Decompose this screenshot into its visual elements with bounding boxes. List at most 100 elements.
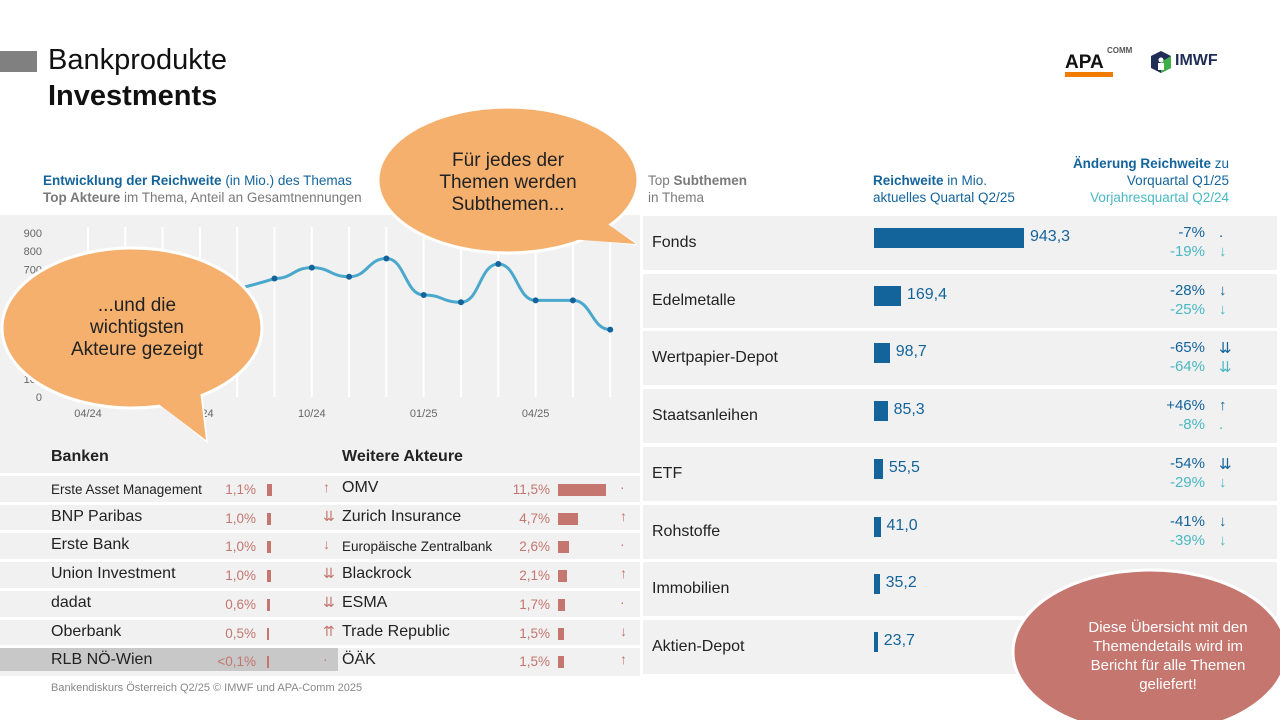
actor-share: 0,5% [225,625,256,641]
apa-comm-logo: APA COMM [1064,46,1136,78]
actor-share-bar [558,541,569,554]
actor-share-bar [267,541,272,554]
subthemes-header: Top Subthemen in Thema [648,173,748,205]
actor-row[interactable]: ÖÄK 1,5% ↑ [338,645,640,672]
trend-arrow-icon: ↑ [323,479,330,495]
actor-row[interactable]: Erste Bank 1,0% ↓ [0,530,338,557]
subtheme-row[interactable]: Wertpapier-Depot 98,7 -65% ⇊ -64% ⇊ [643,331,1277,386]
change-quarter: -65% [1169,339,1205,357]
imwf-cube-icon [1151,51,1171,73]
actor-row[interactable]: OMV 11,5% · [338,473,640,499]
data-point [607,326,614,333]
reach-value: 98,7 [895,343,927,361]
trend-arrow-icon: · [323,651,328,668]
bubble-report-text: Diese Übersicht mit den Themendetails wi… [1088,619,1248,693]
change-quarter-arrow-icon: ↓ [1219,281,1227,299]
actor-name: RLB NÖ-Wien [51,651,153,669]
change-year-arrow-icon: ↓ [1219,243,1227,260]
actor-name: Erste Asset Management [51,482,202,497]
change-header: Änderung Reichweite zu Vorquartal Q1/25 … [1072,156,1229,205]
actor-row[interactable]: Erste Asset Management 1,1% ↑ [0,473,338,499]
change-year: -19% [1169,243,1205,260]
change-year-arrow-icon: ↓ [1219,473,1227,491]
actor-row[interactable]: Europäische Zentralbank 2,6% · [338,530,640,557]
actor-name: Erste Bank [51,536,130,554]
actor-row[interactable]: dadat 0,6% ⇊ [0,587,338,614]
subtheme-name: ETF [652,464,683,482]
subtheme-name: Staatsanleihen [652,407,758,425]
change-quarter: -7% [1178,224,1205,241]
data-point [532,297,539,304]
trend-arrow-icon: ⇊ [323,507,335,524]
trend-arrow-icon: ↓ [323,536,330,553]
actor-row[interactable]: Trade Republic 1,5% ↓ [338,616,640,643]
subtheme-name: Aktien-Depot [652,637,745,655]
subtheme-row[interactable]: Edelmetalle 169,4 -28% ↓ -25% ↓ [643,273,1277,328]
change-year-arrow-icon: . [1219,416,1224,434]
trend-arrow-icon: ↓ [620,622,627,639]
actor-share: 1,7% [519,596,550,612]
subtheme-row[interactable]: ETF 55,5 -54% ⇊ -29% ↓ [643,446,1277,501]
subtheme-name: Rohstoffe [652,522,721,540]
change-quarter: -28% [1169,281,1205,299]
actor-name: Union Investment [51,565,176,583]
actor-row[interactable]: Zurich Insurance 4,7% ↑ [338,501,640,528]
change-quarter-arrow-icon: ↓ [1219,512,1227,530]
actor-name: ESMA [342,593,388,611]
actor-row[interactable]: BNP Paribas 1,0% ⇊ [0,501,338,528]
actor-row[interactable]: Oberbank 0,5% ⇈ [0,616,338,643]
subtheme-name: Immobilien [652,580,730,598]
imwf-logo: IMWF [1150,50,1232,74]
actor-row[interactable]: RLB NÖ-Wien <0,1% · [0,645,338,672]
change-quarter-arrow-icon: ⇊ [1219,455,1232,473]
change-quarter: -41% [1169,512,1205,530]
y-tick-label: 800 [24,246,42,258]
bubble-actors-text: ...und die wichtigsten Akteure gezeigt [70,295,204,360]
reach-value: 23,7 [883,631,915,649]
actor-share: 2,1% [519,568,550,584]
reach-bar [874,343,890,364]
subtheme-row[interactable]: Rohstoffe 41,0 -41% ↓ -39% ↓ [643,504,1277,559]
x-tick-label: 04/24 [74,408,102,420]
reach-value: 169,4 [906,285,947,303]
change-year-arrow-icon: ↓ [1219,300,1227,318]
change-quarter-arrow-icon: ⇊ [1219,340,1232,358]
reach-value: 55,5 [888,458,920,476]
data-point [308,264,315,271]
actor-share-bar [558,656,565,669]
actor-name: BNP Paribas [51,507,143,525]
actor-share: 11,5% [512,482,550,497]
change-quarter-arrow-icon: . [1219,224,1224,241]
reach-bar [874,285,901,306]
reach-value: 41,0 [886,516,918,534]
trend-arrow-icon: ↑ [620,507,627,524]
actor-row[interactable]: Union Investment 1,0% ⇊ [0,559,338,586]
actor-share: <0,1% [217,654,256,670]
actor-share: 0,6% [225,596,256,612]
actor-name: Europäische Zentralbank [342,539,493,555]
data-point [271,275,278,282]
actor-share: 1,0% [225,568,256,584]
change-year: -25% [1169,300,1205,318]
x-tick-label: 04/25 [522,408,550,420]
actor-share: 1,5% [519,654,550,670]
subtheme-row[interactable]: Fonds 943,3 -7%. -19% ↓ [643,216,1277,270]
data-point [383,255,390,262]
change-year: -39% [1169,531,1205,549]
y-tick-label: 900 [24,228,42,240]
change-quarter: +46% [1166,397,1205,415]
actor-share-bar [558,484,607,496]
trend-arrow-icon: · [620,479,625,495]
actor-name: Oberbank [51,622,122,640]
change-year-arrow-icon: ⇊ [1219,359,1232,377]
reach-bar [874,401,888,422]
actor-share-bar [267,570,272,583]
actor-row[interactable]: ESMA 1,7% · [338,587,640,614]
actor-share: 1,0% [225,510,256,526]
trend-arrow-icon: · [620,593,625,610]
bubble-subthemes-text: Für jedes der Themen werden Subthemen... [439,150,577,215]
reach-value: 35,2 [885,574,917,592]
actor-row[interactable]: Blackrock 2,1% ↑ [338,559,640,586]
subtheme-row[interactable]: Staatsanleihen 85,3 +46% ↑ -8%. [643,389,1277,444]
actor-name: dadat [51,593,92,611]
